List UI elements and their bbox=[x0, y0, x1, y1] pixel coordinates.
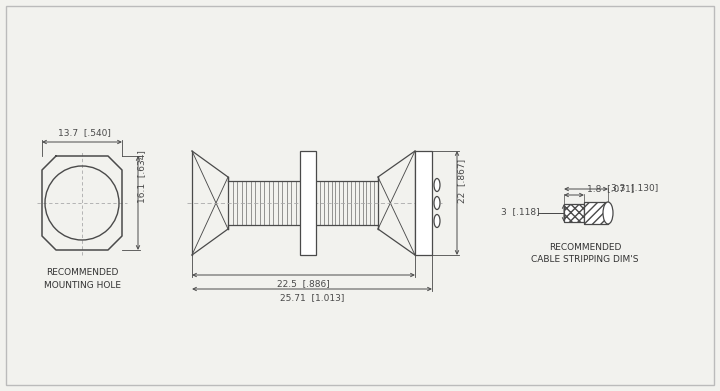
Text: 16.1  [.634]: 16.1 [.634] bbox=[138, 150, 146, 203]
Bar bbox=[564, 204, 584, 222]
Ellipse shape bbox=[434, 215, 440, 228]
Text: 25.71  [1.013]: 25.71 [1.013] bbox=[280, 293, 344, 302]
Text: 13.7  [.540]: 13.7 [.540] bbox=[58, 128, 110, 137]
Text: RECOMMENDED
MOUNTING HOLE: RECOMMENDED MOUNTING HOLE bbox=[43, 268, 120, 290]
Text: 22  [.867]: 22 [.867] bbox=[457, 159, 467, 203]
Bar bbox=[564, 204, 584, 222]
Text: 3.3  [.130]: 3.3 [.130] bbox=[611, 183, 658, 192]
Text: RECOMMENDED
CABLE STRIPPING DIM'S: RECOMMENDED CABLE STRIPPING DIM'S bbox=[531, 243, 639, 264]
Bar bbox=[415, 151, 432, 255]
Text: 1.8  [.071]: 1.8 [.071] bbox=[587, 184, 634, 193]
Text: 3  [.118]: 3 [.118] bbox=[501, 208, 540, 217]
Bar bbox=[300, 151, 316, 255]
Bar bbox=[584, 202, 608, 224]
Bar bbox=[584, 202, 608, 224]
Ellipse shape bbox=[434, 179, 440, 192]
Ellipse shape bbox=[603, 202, 613, 224]
Ellipse shape bbox=[434, 197, 440, 210]
Text: 22.5  [.886]: 22.5 [.886] bbox=[277, 279, 330, 288]
